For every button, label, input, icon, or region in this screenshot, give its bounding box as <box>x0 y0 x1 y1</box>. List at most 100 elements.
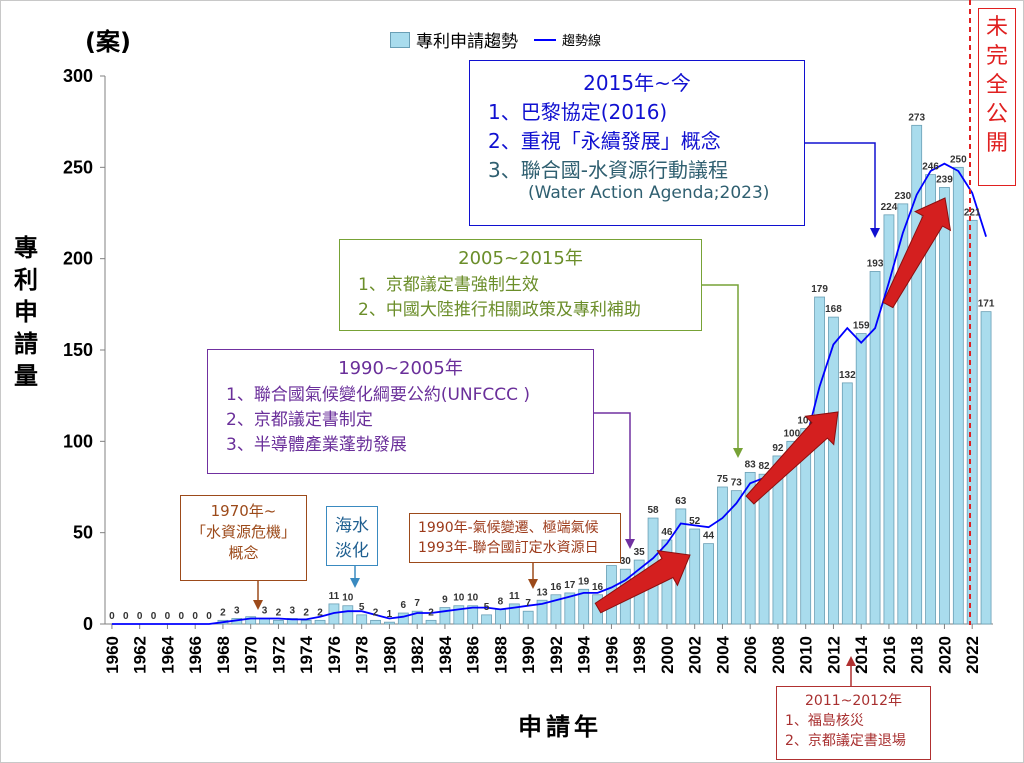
data-label: 17 <box>564 580 576 591</box>
data-label: 19 <box>578 576 590 587</box>
data-label: 0 <box>165 611 171 622</box>
bar <box>828 316 839 625</box>
annotation-line: 3、半導體產業蓬勃發展 <box>226 435 407 455</box>
data-label: 2 <box>220 607 226 618</box>
bar <box>758 473 770 625</box>
bar <box>495 608 506 625</box>
annotation-line: 1、福島核災 <box>785 713 864 729</box>
unpublished-char: 開 <box>985 131 1008 156</box>
x-tick-label: 2014 <box>852 635 871 673</box>
y-tick-label: 100 <box>63 431 93 451</box>
unpublished-notice: 未完全公開 <box>978 8 1016 186</box>
annotation-line: 1、京都議定書強制生效 <box>358 275 539 295</box>
data-label: 100 <box>783 428 800 439</box>
x-tick-label: 1966 <box>186 636 205 674</box>
bar <box>855 333 867 625</box>
x-tick-label: 2012 <box>824 636 843 674</box>
annotation-line: 2、重視「永續發展」概念 <box>488 129 721 153</box>
bar <box>952 166 964 625</box>
bar <box>966 219 978 625</box>
x-tick-label: 1994 <box>575 635 594 673</box>
data-label: 0 <box>179 611 185 622</box>
x-tick-label: 1962 <box>131 636 150 674</box>
x-tick-label: 1960 <box>103 636 122 674</box>
data-label: 10 <box>453 593 465 604</box>
data-label: 2 <box>303 607 309 618</box>
growth-arrow-icon-shape <box>594 550 691 614</box>
data-label: 7 <box>525 598 531 609</box>
data-label: 239 <box>936 174 953 185</box>
connector-arrowhead <box>733 448 743 458</box>
x-tick-label: 1964 <box>158 635 177 673</box>
bar <box>869 271 881 625</box>
x-tick-label: 1992 <box>547 636 566 674</box>
bar <box>980 311 992 625</box>
data-label: 107 <box>797 416 814 427</box>
data-label: 9 <box>442 595 448 606</box>
x-tick-label: 1996 <box>602 636 621 674</box>
legend-bar-label: 專利申請趨勢 <box>416 32 518 52</box>
data-label: 75 <box>717 474 729 485</box>
bar <box>356 614 368 625</box>
data-label: 224 <box>881 202 898 213</box>
bar <box>508 603 520 625</box>
x-tick-label: 2004 <box>713 635 732 673</box>
growth-arrow-icon <box>882 197 952 309</box>
connector-arrowhead <box>625 539 635 549</box>
data-label: 30 <box>620 556 632 567</box>
bar <box>564 592 576 625</box>
annotation-title: 2005~2015年 <box>458 248 583 269</box>
x-tick-label: 1988 <box>491 636 510 674</box>
data-label: 250 <box>950 154 967 165</box>
bar <box>342 605 354 625</box>
data-label: 0 <box>123 611 129 622</box>
annotation-line: 3、聯合國-水資源行動議程 <box>488 158 728 182</box>
annotation-2015-present: 2015年~今 1、巴黎協定(2016) 2、重視「永續發展」概念 3、聯合國-… <box>469 60 805 226</box>
data-label: 5 <box>484 602 490 613</box>
annotation-line: 1、聯合國氣候變化綱要公約(UNFCCC ) <box>226 385 531 405</box>
unit-label: (案) <box>85 28 131 56</box>
annotation-line: (Water Action Agenda;2023) <box>528 183 770 203</box>
y-axis-title-char: 量 <box>14 362 38 390</box>
data-label: 132 <box>839 370 856 381</box>
annotation-line: 1993年-聯合國訂定水資源日 <box>418 540 599 556</box>
y-tick-label: 250 <box>63 157 93 177</box>
legend-bar-swatch <box>390 31 410 48</box>
annotation-2005-2015: 2005~2015年 1、京都議定書強制生效 2、中國大陸推行相關政策及專利補助 <box>339 239 702 331</box>
data-label: 11 <box>329 591 340 602</box>
bar <box>384 621 395 625</box>
y-tick-label: 150 <box>63 340 93 360</box>
connector-2005 <box>702 284 739 452</box>
bar <box>911 124 923 625</box>
data-label: 221 <box>964 207 981 218</box>
x-tick-label: 2022 <box>963 636 982 674</box>
x-tick-label: 1972 <box>269 636 288 674</box>
connector-arrowhead <box>870 228 880 238</box>
annotation-2011-2012: 2011~2012年 1、福島核災 2、京都議定書退場 <box>776 686 931 760</box>
x-tick-label: 1982 <box>408 636 427 674</box>
data-label: 16 <box>550 582 562 593</box>
bar <box>717 486 728 625</box>
bar <box>925 174 936 625</box>
connector-arrowhead <box>528 579 538 589</box>
growth-arrow-icon <box>745 411 839 505</box>
x-tick-label: 2000 <box>658 636 677 674</box>
x-tick-label: 1976 <box>325 636 344 674</box>
connector-arrowhead <box>846 656 856 666</box>
data-label: 92 <box>772 443 784 454</box>
annotation-1990-2005: 1990~2005年 1、聯合國氣候變化綱要公約(UNFCCC ) 2、京都議定… <box>207 349 594 474</box>
x-tick-label: 1998 <box>630 636 649 674</box>
data-label: 3 <box>262 606 268 617</box>
annotation-title: 2011~2012年 <box>805 693 902 709</box>
bar <box>481 614 492 625</box>
data-label: 2 <box>276 607 282 618</box>
annotation-desalination: 海水 淡化 <box>326 506 378 566</box>
data-label: 3 <box>234 606 240 617</box>
bar <box>897 203 909 625</box>
data-label: 2 <box>317 607 323 618</box>
data-label: 83 <box>745 459 757 470</box>
x-tick-label: 1968 <box>214 636 233 674</box>
growth-arrow-icon-shape <box>882 197 952 309</box>
x-tick-label: 2010 <box>797 636 816 674</box>
legend-line-swatch <box>534 38 556 41</box>
